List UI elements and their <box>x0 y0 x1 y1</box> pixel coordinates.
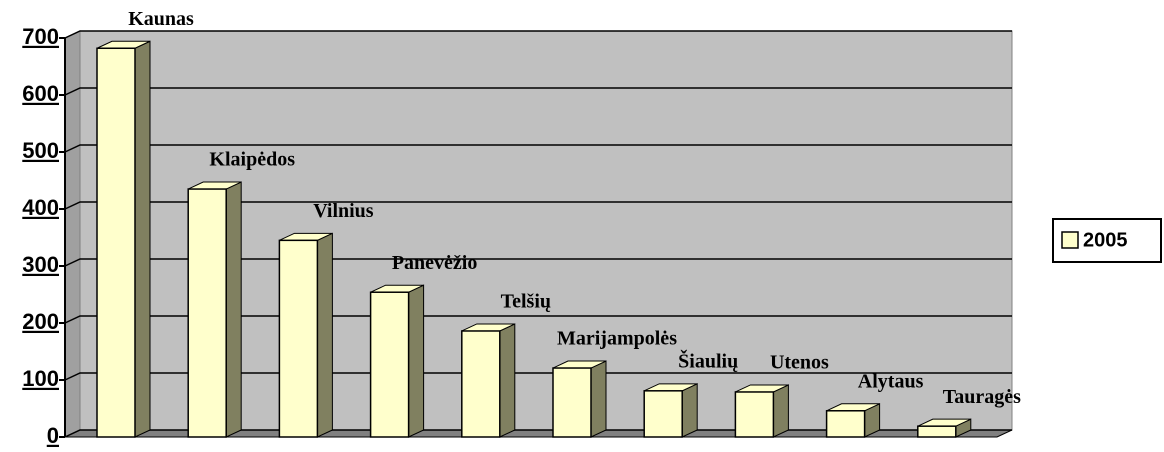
data-label: Kaunas <box>128 8 194 30</box>
grid-line <box>64 429 1012 438</box>
bar <box>552 367 592 438</box>
bar <box>734 391 775 438</box>
y-tick-label: 600 <box>22 81 59 106</box>
bar-side <box>590 360 607 438</box>
y-tick-label: 200 <box>22 309 59 334</box>
bar-side <box>681 383 698 438</box>
data-label: Tauragės <box>943 386 1021 408</box>
bar-side <box>772 384 789 438</box>
bar <box>369 291 410 438</box>
data-label: Klaipėdos <box>209 149 295 171</box>
y-tick-label: 400 <box>22 195 59 220</box>
bar <box>278 239 319 438</box>
bar <box>825 410 866 438</box>
y-tick-label: 700 <box>22 24 59 49</box>
bar-side <box>225 181 242 438</box>
grid-line <box>64 258 1012 267</box>
grid-line <box>64 201 1012 210</box>
y-tick-label: 300 <box>22 252 59 277</box>
bar <box>643 390 683 438</box>
grid-line <box>64 87 1012 96</box>
bar-side <box>499 323 516 438</box>
bar <box>187 188 227 438</box>
grid-line <box>64 315 1012 324</box>
grid-line <box>64 372 1012 381</box>
data-label: Alytaus <box>858 370 924 392</box>
grid-line <box>64 30 1012 39</box>
bar-side <box>134 40 151 438</box>
bar-side <box>316 232 333 438</box>
bar <box>96 47 136 438</box>
bar-side <box>408 284 425 438</box>
legend-swatch <box>1061 231 1079 249</box>
data-label: Telšių <box>501 291 551 313</box>
y-tick-label: 0 <box>47 423 59 448</box>
y-tick-label: 100 <box>22 366 59 391</box>
data-label: Panevėžio <box>392 252 478 274</box>
data-label: Utenos <box>770 352 829 374</box>
data-label: Vilnius <box>313 200 374 222</box>
grid-line <box>64 144 1012 153</box>
legend-label: 2005 <box>1083 229 1128 251</box>
bar <box>461 330 501 438</box>
y-tick-label: 500 <box>22 138 59 163</box>
data-label: Marijampolės <box>557 328 677 350</box>
bar <box>917 425 957 438</box>
data-label: Šiaulių <box>678 348 738 372</box>
